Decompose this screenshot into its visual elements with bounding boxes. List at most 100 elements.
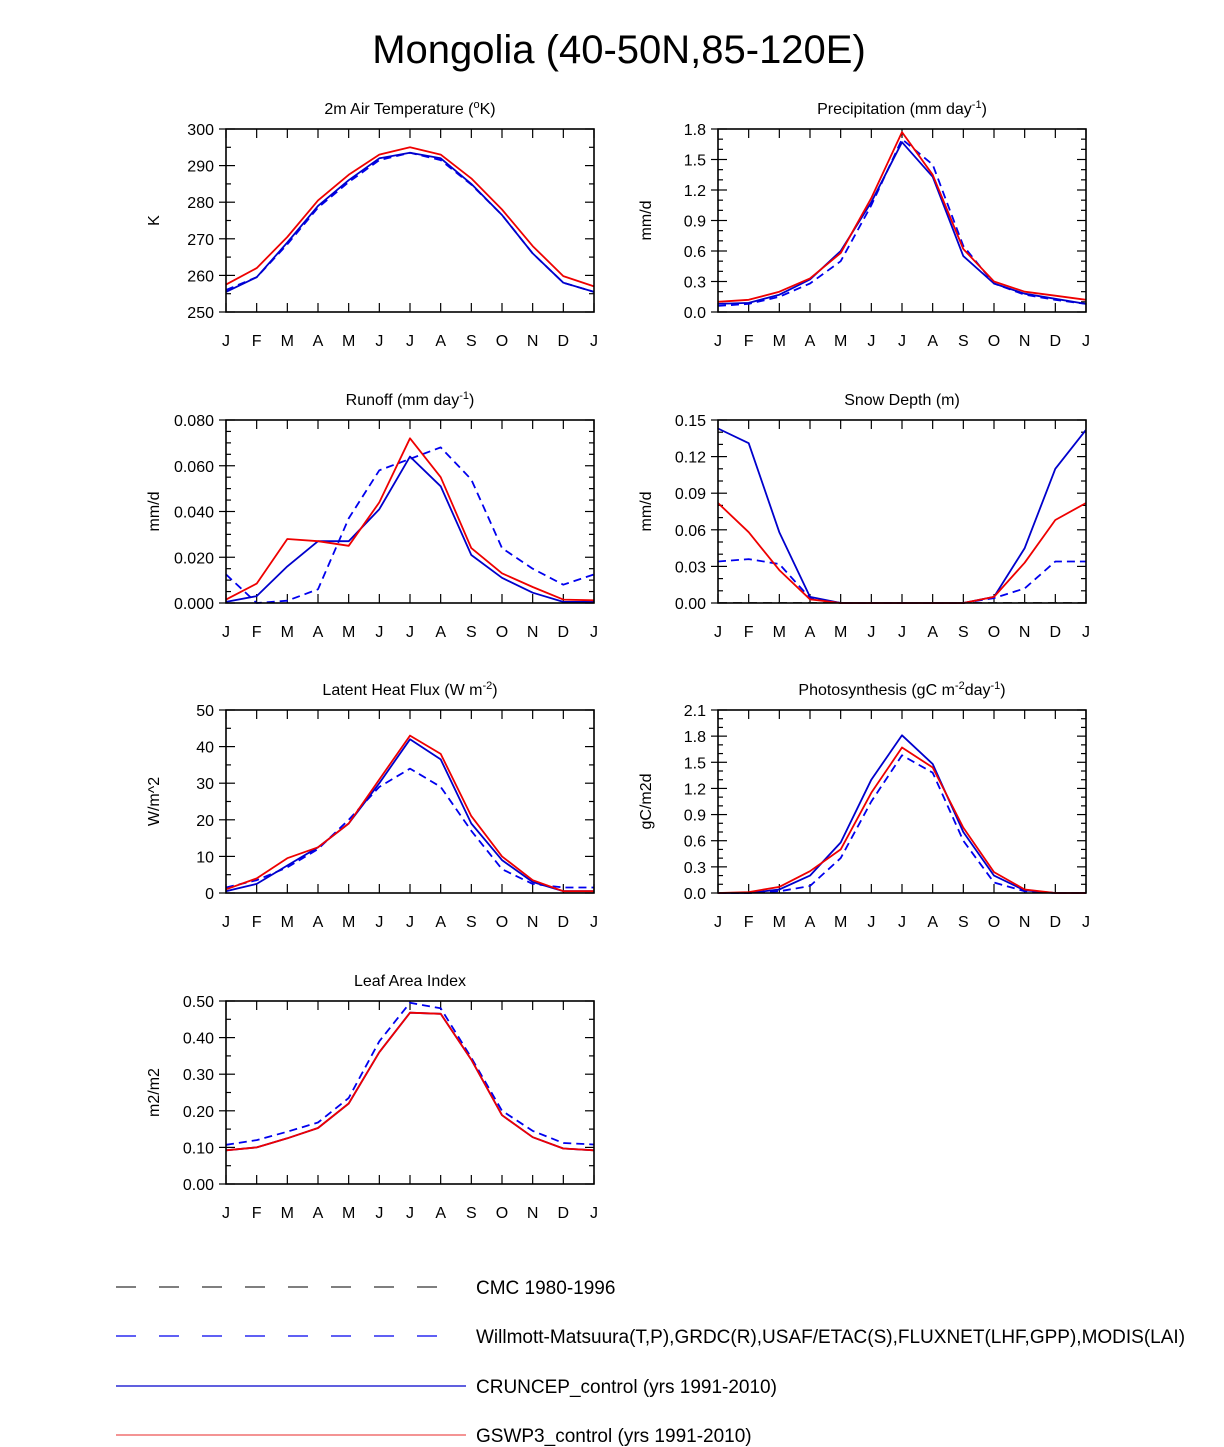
y-tick-label: 30 xyxy=(196,776,214,793)
y-tick-label: 0.12 xyxy=(675,450,706,467)
y-tick-label: 0.03 xyxy=(675,559,706,576)
x-tick-label: J xyxy=(590,333,598,350)
x-tick-label: D xyxy=(558,914,570,931)
x-tick-label: N xyxy=(527,1205,539,1222)
x-tick-label: F xyxy=(252,333,262,350)
panel-title: Runoff (mm day-1) xyxy=(346,390,475,409)
plot-frame xyxy=(225,709,595,894)
x-tick-label: A xyxy=(313,624,324,641)
series-line-obs xyxy=(225,767,594,889)
tick-marks xyxy=(219,419,595,604)
tick-marks xyxy=(219,128,595,313)
x-tick-label: D xyxy=(1050,624,1062,641)
x-tick-label: M xyxy=(834,333,847,350)
x-tick-label: S xyxy=(466,914,477,931)
series-line-cru xyxy=(225,738,594,893)
x-tick-label: A xyxy=(805,914,816,931)
y-tick-label: 0.10 xyxy=(183,1140,214,1157)
y-axis-label: mm/d xyxy=(638,492,655,532)
x-tick-label: M xyxy=(834,624,847,641)
y-tick-label: 0.020 xyxy=(174,550,214,567)
y-tick-label: 0 xyxy=(205,886,214,903)
x-tick-label: A xyxy=(435,1205,446,1222)
x-tick-label: A xyxy=(435,624,446,641)
x-tick-label: J xyxy=(375,333,383,350)
x-tick-label: A xyxy=(435,914,446,931)
y-tick-label: 260 xyxy=(187,268,214,285)
title-superscript: -1 xyxy=(459,390,469,402)
panel-lai: Leaf Area Index m2/m2 J F M A M J J A S O N D J 0.00 0.1… xyxy=(146,973,598,1222)
x-tick-label: J xyxy=(406,624,414,641)
y-axis-label: W/m^2 xyxy=(146,777,163,826)
x-tick-label: S xyxy=(466,333,477,350)
x-tick-label: A xyxy=(927,624,938,641)
y-tick-label: 1.2 xyxy=(684,781,706,798)
x-tick-label: J xyxy=(1082,914,1090,931)
x-tick-label: F xyxy=(744,624,754,641)
panel-lhf: Latent Heat Flux (W m-2) W/m^2 J F M A M J J A S O N… xyxy=(146,680,598,931)
x-tick-label: O xyxy=(496,333,508,350)
panel-title: Latent Heat Flux (W m-2) xyxy=(322,680,497,699)
title-superscript: -1 xyxy=(972,99,982,111)
x-tick-label: S xyxy=(466,624,477,641)
x-tick-label: O xyxy=(496,624,508,641)
title-text: ) xyxy=(492,682,497,699)
y-axis-label: K xyxy=(146,215,163,226)
y-tick-label: 20 xyxy=(196,813,214,830)
x-tick-label: D xyxy=(1050,914,1062,931)
x-tick-label: A xyxy=(435,333,446,350)
x-tick-label: S xyxy=(466,1205,477,1222)
y-axis-label: gC/m2d xyxy=(638,773,655,829)
series-line-cru xyxy=(225,151,595,293)
x-tick-label: J xyxy=(590,1205,598,1222)
x-tick-label: M xyxy=(834,914,847,931)
series-line-gsw xyxy=(225,1011,595,1152)
title-superscript: -2 xyxy=(955,680,965,692)
x-tick-label: J xyxy=(898,914,906,931)
x-tick-label: M xyxy=(773,624,786,641)
plot-frame xyxy=(225,1000,595,1185)
legend-label: CMC 1980-1996 xyxy=(476,1278,615,1299)
y-tick-label: 0.06 xyxy=(675,523,706,540)
series-line-gsw xyxy=(225,437,595,602)
y-tick-label: 0.6 xyxy=(684,244,706,261)
series-line-cru xyxy=(225,455,594,603)
x-tick-label: F xyxy=(744,914,754,931)
x-tick-label: J xyxy=(898,624,906,641)
y-tick-label: 0.9 xyxy=(684,214,706,231)
y-tick-label: 0.50 xyxy=(183,994,214,1011)
x-tick-label: J xyxy=(898,333,906,350)
y-tick-label: 0.060 xyxy=(174,459,214,476)
x-tick-label: S xyxy=(958,624,969,641)
y-tick-label: 0.0 xyxy=(684,886,706,903)
panel-runoff: Runoff (mm day-1) mm/d J F M A M J J A S O N D J 0.000 0… xyxy=(146,390,598,641)
x-tick-label: M xyxy=(281,624,294,641)
x-tick-label: D xyxy=(558,624,570,641)
x-tick-label: J xyxy=(375,1205,383,1222)
y-tick-label: 2.1 xyxy=(684,703,706,720)
y-tick-label: 0.00 xyxy=(675,596,706,613)
x-tick-label: J xyxy=(867,333,875,350)
x-tick-label: A xyxy=(313,1205,324,1222)
x-tick-label: S xyxy=(958,333,969,350)
x-tick-label: A xyxy=(927,914,938,931)
y-tick-label: 300 xyxy=(187,122,214,139)
x-tick-label: M xyxy=(342,624,355,641)
x-tick-label: A xyxy=(313,333,324,350)
series-line-obs xyxy=(225,151,595,293)
title-text: Snow Depth (m) xyxy=(844,392,960,409)
x-tick-label: D xyxy=(558,333,570,350)
legend-item-cmc: CMC 1980-1996 xyxy=(116,1278,615,1299)
x-tick-label: N xyxy=(1019,333,1031,350)
title-text: Leaf Area Index xyxy=(354,973,466,990)
x-tick-label: N xyxy=(1019,624,1031,641)
y-tick-label: 1.5 xyxy=(684,153,706,170)
x-tick-label: S xyxy=(958,914,969,931)
x-tick-label: J xyxy=(375,914,383,931)
y-tick-label: 0.30 xyxy=(183,1067,214,1084)
y-tick-label: 250 xyxy=(187,305,214,322)
series-line-cru xyxy=(717,427,1087,604)
x-tick-label: F xyxy=(252,1205,262,1222)
title-text: Photosynthesis (gC m xyxy=(798,682,955,699)
x-tick-label: J xyxy=(406,1205,414,1222)
